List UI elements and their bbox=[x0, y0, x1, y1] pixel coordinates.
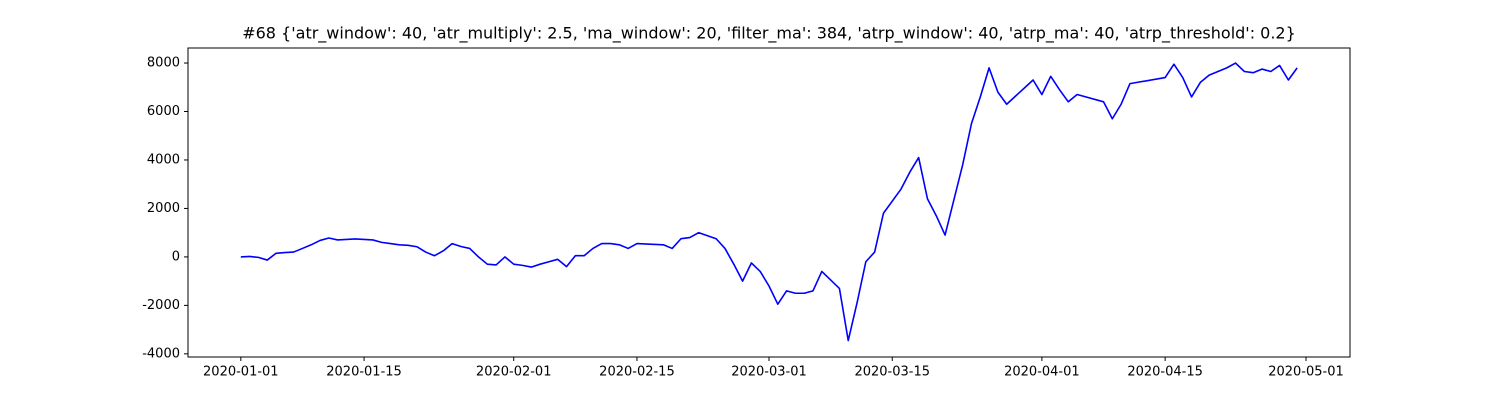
x-tick-label: 2020-04-01 bbox=[1004, 365, 1080, 380]
x-tick-label: 2020-04-15 bbox=[1127, 365, 1203, 380]
x-tick-label: 2020-01-01 bbox=[203, 365, 279, 380]
x-tick-label: 2020-01-15 bbox=[326, 365, 402, 380]
y-tick-label: -2000 bbox=[142, 298, 180, 313]
y-tick-label: -4000 bbox=[142, 346, 180, 361]
x-tick-label: 2020-02-01 bbox=[476, 365, 552, 380]
y-tick-label: 8000 bbox=[147, 56, 180, 71]
data-line bbox=[240, 62, 1298, 342]
x-tick-label: 2020-02-15 bbox=[599, 365, 675, 380]
chart-title: #68 {'atr_window': 40, 'atr_multiply': 2… bbox=[242, 24, 1296, 44]
y-tick-label: 4000 bbox=[147, 152, 180, 167]
y-tick-label: 2000 bbox=[147, 201, 180, 216]
x-tick-label: 2020-03-15 bbox=[854, 365, 930, 380]
x-tick-label: 2020-03-01 bbox=[731, 365, 807, 380]
y-tick-label: 6000 bbox=[147, 104, 180, 119]
y-tick-label: 0 bbox=[172, 249, 180, 264]
x-tick-label: 2020-05-01 bbox=[1268, 365, 1344, 380]
axes-frame bbox=[187, 47, 1351, 358]
